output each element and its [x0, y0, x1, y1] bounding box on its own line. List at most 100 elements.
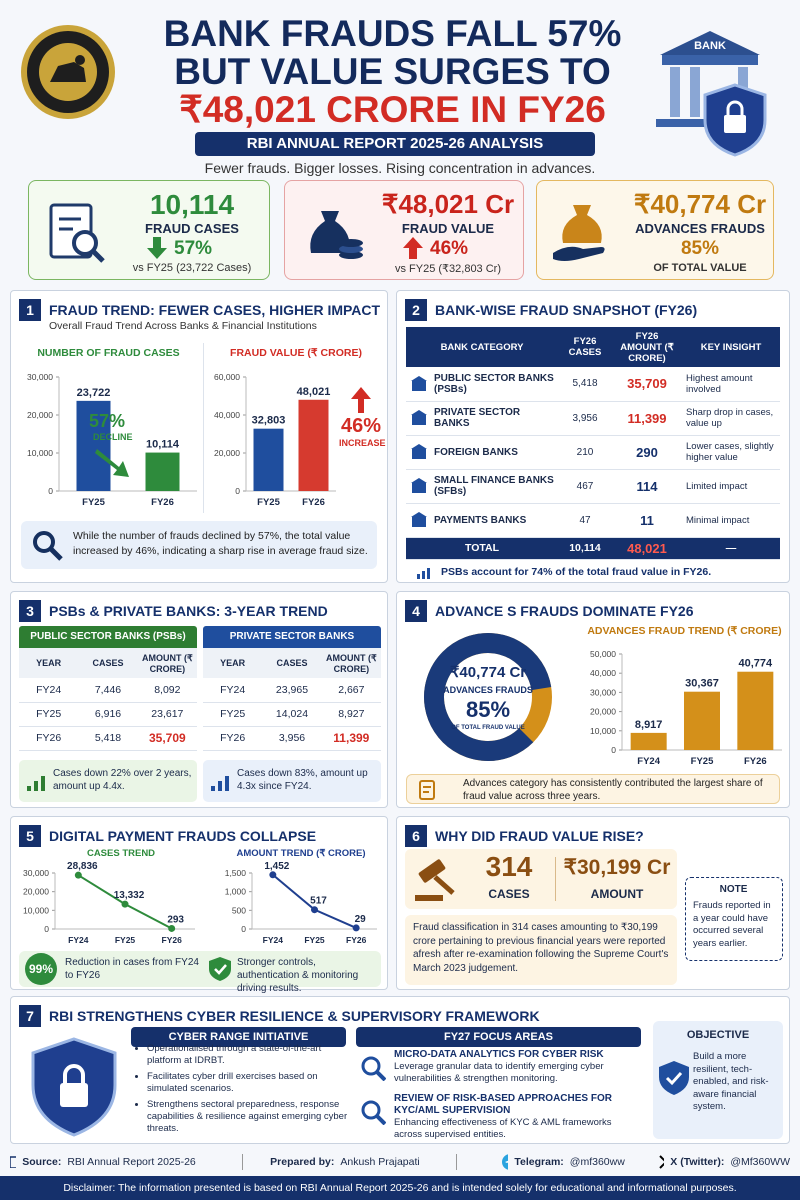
- note-text: Cases down 83%, amount up 4.3x since FY2…: [237, 768, 368, 792]
- title-line: ₹48,021 CRORE IN FY26: [179, 89, 606, 130]
- point: [269, 871, 277, 879]
- y-tick-label: 0: [611, 745, 616, 755]
- focus-text: Leverage granular data to identify emerg…: [394, 1061, 604, 1084]
- amount-label: AMOUNT: [590, 887, 644, 901]
- point: [311, 906, 318, 914]
- rbi-logo: [21, 25, 115, 119]
- focus-items: MICRO-DATA ANALYTICS FOR CYBER RISK Lever…: [356, 1049, 641, 1141]
- cases: 3,956: [262, 726, 322, 751]
- section-title: PSBs & PRIVATE BANKS: 3-YEAR TREND: [49, 603, 328, 619]
- bank-icon: [411, 375, 427, 391]
- amount: 8,927: [321, 702, 381, 727]
- year: FY24: [203, 678, 263, 703]
- table-row: PRIVATE SECTOR BANKS 3,956 11,399 Sharp dro…: [406, 401, 780, 436]
- value-label: 13,332: [114, 890, 145, 901]
- shield-icon: [209, 957, 231, 981]
- title-line: BANK FRAUDS FALL 57%: [163, 13, 622, 54]
- note-box: Advances category has consistently contr…: [406, 774, 780, 804]
- amount: 11,399: [321, 726, 381, 751]
- kpi-label: ADVANCES FRAUDS: [635, 221, 765, 236]
- amount: 114: [612, 469, 682, 504]
- icon-shape: [411, 512, 427, 517]
- disclaimer: Disclaimer: The information presented is…: [0, 1176, 800, 1200]
- gavel-icon: [415, 859, 455, 901]
- icon-shape: [361, 1100, 381, 1120]
- telegram: @mf360ww: [569, 1156, 625, 1168]
- snapshot-note: PSBs account for 74% of the total fraud …: [441, 566, 712, 578]
- section-number: 1: [19, 299, 41, 321]
- value-label: 1,452: [264, 861, 289, 872]
- point: [352, 924, 360, 932]
- table-row: FY24 7,446 8,092: [19, 678, 197, 703]
- cases: 47: [558, 503, 612, 538]
- note-text: While the number of frauds declined by 5…: [73, 530, 368, 557]
- category-name: PUBLIC SECTOR BANKS (PSBs): [434, 372, 554, 395]
- note-title: NOTE: [719, 884, 748, 895]
- table-row: FY26 5,418 35,709: [19, 726, 197, 751]
- footer: Source: RBI Annual Report 2025-26 Prepare…: [10, 1150, 790, 1174]
- total-cell: 10,114: [558, 537, 612, 560]
- icon-shape: [412, 517, 426, 527]
- column-header: FY26 CASES: [558, 327, 612, 367]
- icon: [310, 211, 363, 259]
- icon: [419, 780, 435, 800]
- amount: 290: [612, 435, 682, 470]
- down-arrow: [147, 237, 167, 259]
- trend-tables: PUBLIC SECTOR BANKS (PSBs) YEAR CASES AMOUN…: [11, 592, 389, 809]
- kpi-card: ₹48,021 Cr FRAUD VALUE 46% vs FY25 (₹32,…: [284, 180, 524, 280]
- bank-category: PUBLIC SECTOR BANKS (PSBs): [406, 367, 558, 402]
- note-text: Cases down 22% over 2 years, amount up 4…: [53, 768, 192, 792]
- bar: [76, 400, 111, 491]
- x-tick-label: FY25: [304, 935, 325, 945]
- category-name: FOREIGN BANKS: [434, 446, 518, 458]
- chart-title: FRAUD VALUE (₹ CRORE): [230, 347, 362, 359]
- y-tick-label: 1,000: [225, 887, 247, 897]
- icon-shape: [225, 776, 229, 791]
- amount: 23,617: [137, 702, 197, 727]
- chart-title: NUMBER OF FRAUD CASES: [37, 347, 180, 359]
- icon-shape: [375, 1070, 386, 1081]
- kpi-note: vs FY25 (23,722 Cases): [132, 262, 252, 274]
- shield-icon: [31, 1037, 117, 1137]
- kpi-label: FRAUD CASES: [145, 221, 239, 236]
- x-tick-label: FY26: [162, 935, 183, 945]
- section-subtitle: Overall Fraud Trend Across Banks & Finan…: [49, 320, 317, 332]
- kpi-change: 46%: [430, 238, 469, 259]
- subtitle: RBI ANNUAL REPORT 2025-26 ANALYSIS: [195, 132, 595, 156]
- telegram-icon: [502, 1154, 509, 1170]
- value-label: 8,917: [635, 719, 663, 731]
- decline-arrow: [95, 449, 129, 477]
- category-name: PRIVATE SECTOR BANKS: [434, 407, 521, 429]
- icon-shape: [411, 410, 427, 415]
- note-text: Advances category has consistently contr…: [463, 778, 763, 802]
- check-shield: [659, 1061, 689, 1095]
- section-number: 2: [405, 299, 427, 321]
- bar: [145, 452, 180, 491]
- note-icon: [211, 776, 229, 791]
- kpi-note: vs FY25 (₹32,803 Cr): [394, 263, 502, 275]
- note-box: Cases down 83%, amount up 4.3x since FY2…: [203, 760, 381, 802]
- x-tick-label: FY25: [115, 935, 136, 945]
- x-handle: @Mf360WW: [730, 1156, 791, 1168]
- bank-category: PRIVATE SECTOR BANKS: [406, 401, 558, 436]
- year: FY24: [19, 678, 79, 703]
- header-row: YEAR CASES AMOUNT (₹ CRORE): [203, 648, 381, 678]
- objective-text: Build a more resilient, tech-enabled, an…: [693, 1051, 769, 1112]
- kpi-value: ₹40,774 Cr: [633, 189, 767, 219]
- y-tick-label: 500: [232, 905, 246, 915]
- bar-chart: 0 10,000 20,000 30,000 23,722 FY25 10,114 FY26: [27, 372, 197, 508]
- note-box: NOTE Frauds reported in a year could hav…: [685, 877, 783, 961]
- cases: 14,024: [262, 702, 322, 727]
- cell: FOREIGN BANKS: [410, 443, 554, 461]
- x-tick-label: FY24: [637, 756, 660, 767]
- center-label: ADVANCES FRAUDS: [443, 685, 533, 695]
- increase-label: INCREASE: [339, 438, 386, 448]
- chart-title: CASES TREND: [86, 848, 156, 859]
- value-label: 85%: [466, 697, 510, 722]
- cases: 7,446: [78, 678, 138, 703]
- section-title: BANK-WISE FRAUD SNAPSHOT (FY26): [435, 302, 698, 318]
- bullet: Strengthens sectoral preparedness, respo…: [147, 1099, 349, 1135]
- section-number: 7: [19, 1005, 41, 1027]
- amount: 35,709: [612, 367, 682, 402]
- chart-icon: [417, 568, 430, 579]
